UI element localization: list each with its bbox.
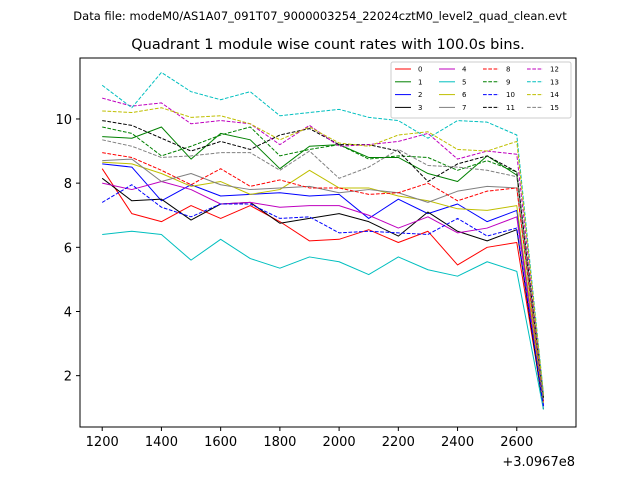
x-tick-label: 1800: [263, 435, 296, 450]
y-tick-label: 10: [55, 113, 72, 128]
series-line-12: [102, 97, 544, 395]
legend-label-14: 14: [550, 91, 559, 99]
series-line-15: [102, 139, 544, 400]
legend-label-4: 4: [462, 66, 467, 74]
legend-label-7: 7: [462, 104, 466, 112]
x-tick-label: 2200: [382, 435, 415, 450]
legend-label-3: 3: [418, 104, 422, 112]
legend-label-10: 10: [506, 91, 515, 99]
plot-area: [101, 71, 544, 410]
series-line-5: [102, 230, 544, 410]
series-line-11: [102, 120, 544, 399]
x-tick-label: 1400: [145, 435, 178, 450]
legend-label-11: 11: [506, 104, 515, 112]
x-tick-label: 1200: [86, 435, 119, 450]
x-tick-label: 2400: [441, 435, 474, 450]
series-line-2: [102, 163, 544, 405]
x-tick-label: 1600: [204, 435, 237, 450]
legend-label-8: 8: [506, 66, 510, 74]
legend-label-2: 2: [418, 91, 422, 99]
series-line-13: [101, 71, 544, 394]
series-line-7: [102, 158, 544, 402]
legend-label-5: 5: [462, 78, 466, 86]
y-tick-label: 2: [64, 370, 72, 385]
x-axis: 1200 1400 1600 1800 2000 2200 2400 2600: [86, 427, 533, 450]
series-line-6: [102, 161, 544, 403]
series-line-10: [101, 184, 544, 407]
legend-label-0: 0: [418, 66, 422, 74]
legend-label-12: 12: [550, 66, 559, 74]
y-tick-label: 4: [64, 305, 72, 320]
x-axis-offset-label: +3.0967e8: [502, 455, 575, 470]
legend-label-6: 6: [462, 91, 467, 99]
chart-title: Quadrant 1 module wise count rates with …: [131, 37, 525, 53]
x-tick-label: 2600: [500, 435, 533, 450]
series-layer: [101, 71, 544, 410]
series-line-3: [101, 177, 544, 410]
y-axis: 2 4 6 8 10: [55, 113, 80, 385]
series-line-14: [102, 107, 544, 395]
legend-label-9: 9: [506, 78, 510, 86]
series-line-9: [102, 126, 544, 399]
series-line-0: [101, 168, 544, 407]
plot-frame: [79, 57, 577, 428]
x-tick-label: 2000: [323, 435, 356, 450]
legend-label-1: 1: [418, 78, 422, 86]
series-line-4: [102, 181, 544, 407]
legend-label-15: 15: [550, 104, 559, 112]
y-tick-label: 8: [64, 177, 72, 192]
y-tick-label: 6: [64, 241, 72, 256]
series-line-8: [102, 152, 544, 402]
data-file-label: Data file: modeM0/AS1A07_091T07_90000032…: [73, 9, 567, 23]
legend-label-13: 13: [550, 78, 559, 86]
legend-frame: [390, 61, 572, 119]
